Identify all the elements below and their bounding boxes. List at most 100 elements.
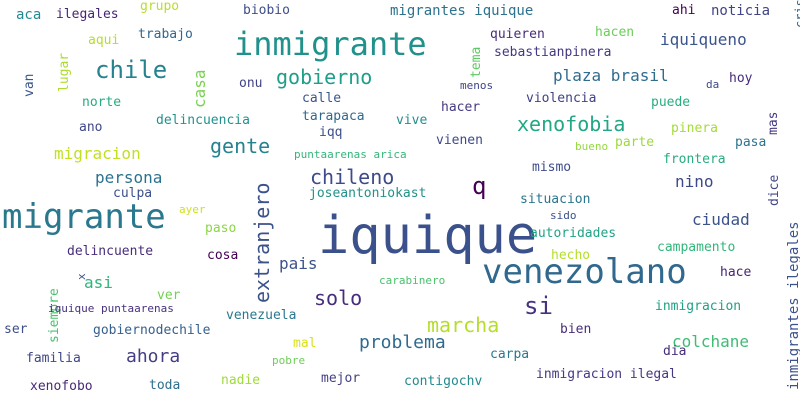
word-cloud-word: xenofobia <box>517 112 626 136</box>
word-cloud-word: onu <box>239 76 263 91</box>
word-cloud-word: x <box>75 273 88 280</box>
word-cloud-word: hacer <box>441 100 481 115</box>
word-cloud-word: autoridades <box>530 226 617 241</box>
word-cloud-word: van <box>22 73 37 97</box>
word-cloud-word: toda <box>149 378 181 393</box>
word-cloud-word: venezuela <box>226 308 297 323</box>
word-cloud-word: venezolano <box>482 252 687 292</box>
word-cloud-word: ayer <box>179 203 206 216</box>
word-cloud-word: familia <box>26 351 81 366</box>
word-cloud-word: lugar <box>57 52 72 92</box>
word-cloud-word: inmigrantes ilegales <box>786 221 800 390</box>
word-cloud-word: tarapaca <box>302 109 365 124</box>
word-cloud-word: sido <box>550 209 577 222</box>
word-cloud-word: puntaarenas arica <box>294 148 407 161</box>
word-cloud-word: mejor <box>321 371 361 386</box>
word-cloud-word: frontera <box>663 152 726 167</box>
word-cloud-word: hecho <box>551 248 591 263</box>
word-cloud-word: chile <box>95 56 168 84</box>
word-cloud-word: quieren <box>490 27 545 42</box>
word-cloud-word: iquique <box>318 206 538 266</box>
word-cloud-word: ser <box>4 322 28 337</box>
word-cloud-word: asi <box>84 273 113 292</box>
word-cloud-word: nadie <box>221 373 261 388</box>
word-cloud-word: solo <box>314 286 363 310</box>
word-cloud-word: contigochv <box>404 374 483 389</box>
word-cloud-word: inmigrante <box>234 25 427 63</box>
word-cloud-word: tema <box>469 46 484 78</box>
word-cloud-word: q <box>472 172 487 200</box>
word-cloud-word: aca <box>16 7 42 23</box>
word-cloud-word: problema <box>359 332 446 353</box>
word-cloud-word: mas <box>766 111 781 135</box>
word-cloud-word: dice <box>767 174 782 206</box>
word-cloud-word: chileno <box>310 165 395 189</box>
word-cloud-word: pais <box>279 254 318 273</box>
word-cloud-word: persona <box>95 168 163 187</box>
word-cloud-word: calle <box>302 91 342 106</box>
word-cloud-word: plaza brasil <box>553 66 669 85</box>
word-cloud-word: iquiqueno <box>660 30 747 49</box>
word-cloud-word: culpa <box>113 186 153 201</box>
word-cloud-word: trabajo <box>138 27 193 42</box>
word-cloud-word: dia <box>663 344 687 359</box>
word-cloud-word: situacion <box>520 192 591 207</box>
word-cloud-word: gobiernodechile <box>93 323 211 338</box>
word-cloud-word: si <box>524 292 553 320</box>
word-cloud-word: da <box>706 78 720 91</box>
word-cloud-word: iqq <box>319 125 343 140</box>
word-cloud-word: pinera <box>671 121 718 136</box>
word-cloud-word: hacen <box>595 25 635 40</box>
word-cloud-word: mismo <box>532 160 572 175</box>
word-cloud-word: marcha <box>427 313 500 337</box>
word-cloud-word: ver <box>157 288 181 303</box>
word-cloud-word: inmigracion ilegal <box>536 367 677 382</box>
word-cloud-word: ciudad <box>692 210 750 229</box>
word-cloud-word: joseantoniokast <box>309 186 427 201</box>
word-cloud-word: migracion <box>54 144 141 163</box>
word-cloud-word: paso <box>205 221 237 236</box>
word-cloud-word: casa <box>190 69 209 108</box>
word-cloud-word: cosa <box>207 248 239 263</box>
word-cloud-word: colchane <box>672 332 750 351</box>
word-cloud-word: sebastianpinera <box>494 45 612 60</box>
word-cloud-word: gobierno <box>276 65 373 89</box>
word-cloud-word: siempre <box>47 288 62 343</box>
word-cloud-word: carabinero <box>379 274 446 287</box>
word-cloud-word: ano <box>79 120 103 135</box>
word-cloud-word: migrante <box>2 197 166 237</box>
word-cloud-word: pobre <box>272 354 306 367</box>
word-cloud-word: hoy <box>729 71 753 86</box>
word-cloud-word: migrantes iquique <box>390 3 534 19</box>
word-cloud-word: pasa <box>735 135 767 150</box>
word-cloud-word: vive <box>396 113 428 128</box>
word-cloud-word: grupo <box>140 0 180 14</box>
word-cloud-word: delincuente <box>67 244 154 259</box>
word-cloud-word: noticia <box>711 3 771 19</box>
word-cloud-word: mal <box>293 336 317 351</box>
word-cloud-word: hace <box>720 265 752 280</box>
word-cloud-word: aqui <box>88 33 120 48</box>
word-cloud-word: campamento <box>657 240 736 255</box>
word-cloud-word: ilegales <box>56 7 119 22</box>
word-cloud-word: parte <box>615 135 655 150</box>
word-cloud-word: bueno <box>575 140 609 153</box>
word-cloud-word: puede <box>651 95 691 110</box>
word-cloud-word: vienen <box>436 133 483 148</box>
word-cloud-word: ahi <box>672 3 696 18</box>
word-cloud-word: menos <box>460 79 494 92</box>
word-cloud-word: biobio <box>243 3 290 18</box>
word-cloud-word: iquique puntaarenas <box>48 302 174 315</box>
word-cloud-word: nino <box>675 172 714 191</box>
word-cloud-word: crisis <box>793 0 800 28</box>
word-cloud-word: carpa <box>490 347 530 362</box>
word-cloud-word: violencia <box>526 91 597 106</box>
word-cloud-word: xenofobo <box>30 379 93 394</box>
word-cloud-word: norte <box>82 95 122 110</box>
word-cloud-word: extranjero <box>250 182 274 303</box>
word-cloud-word: inmigracion <box>655 299 742 314</box>
word-cloud-word: ahora <box>126 346 181 367</box>
word-cloud-word: bien <box>560 322 592 337</box>
word-cloud-word: gente <box>210 134 271 158</box>
